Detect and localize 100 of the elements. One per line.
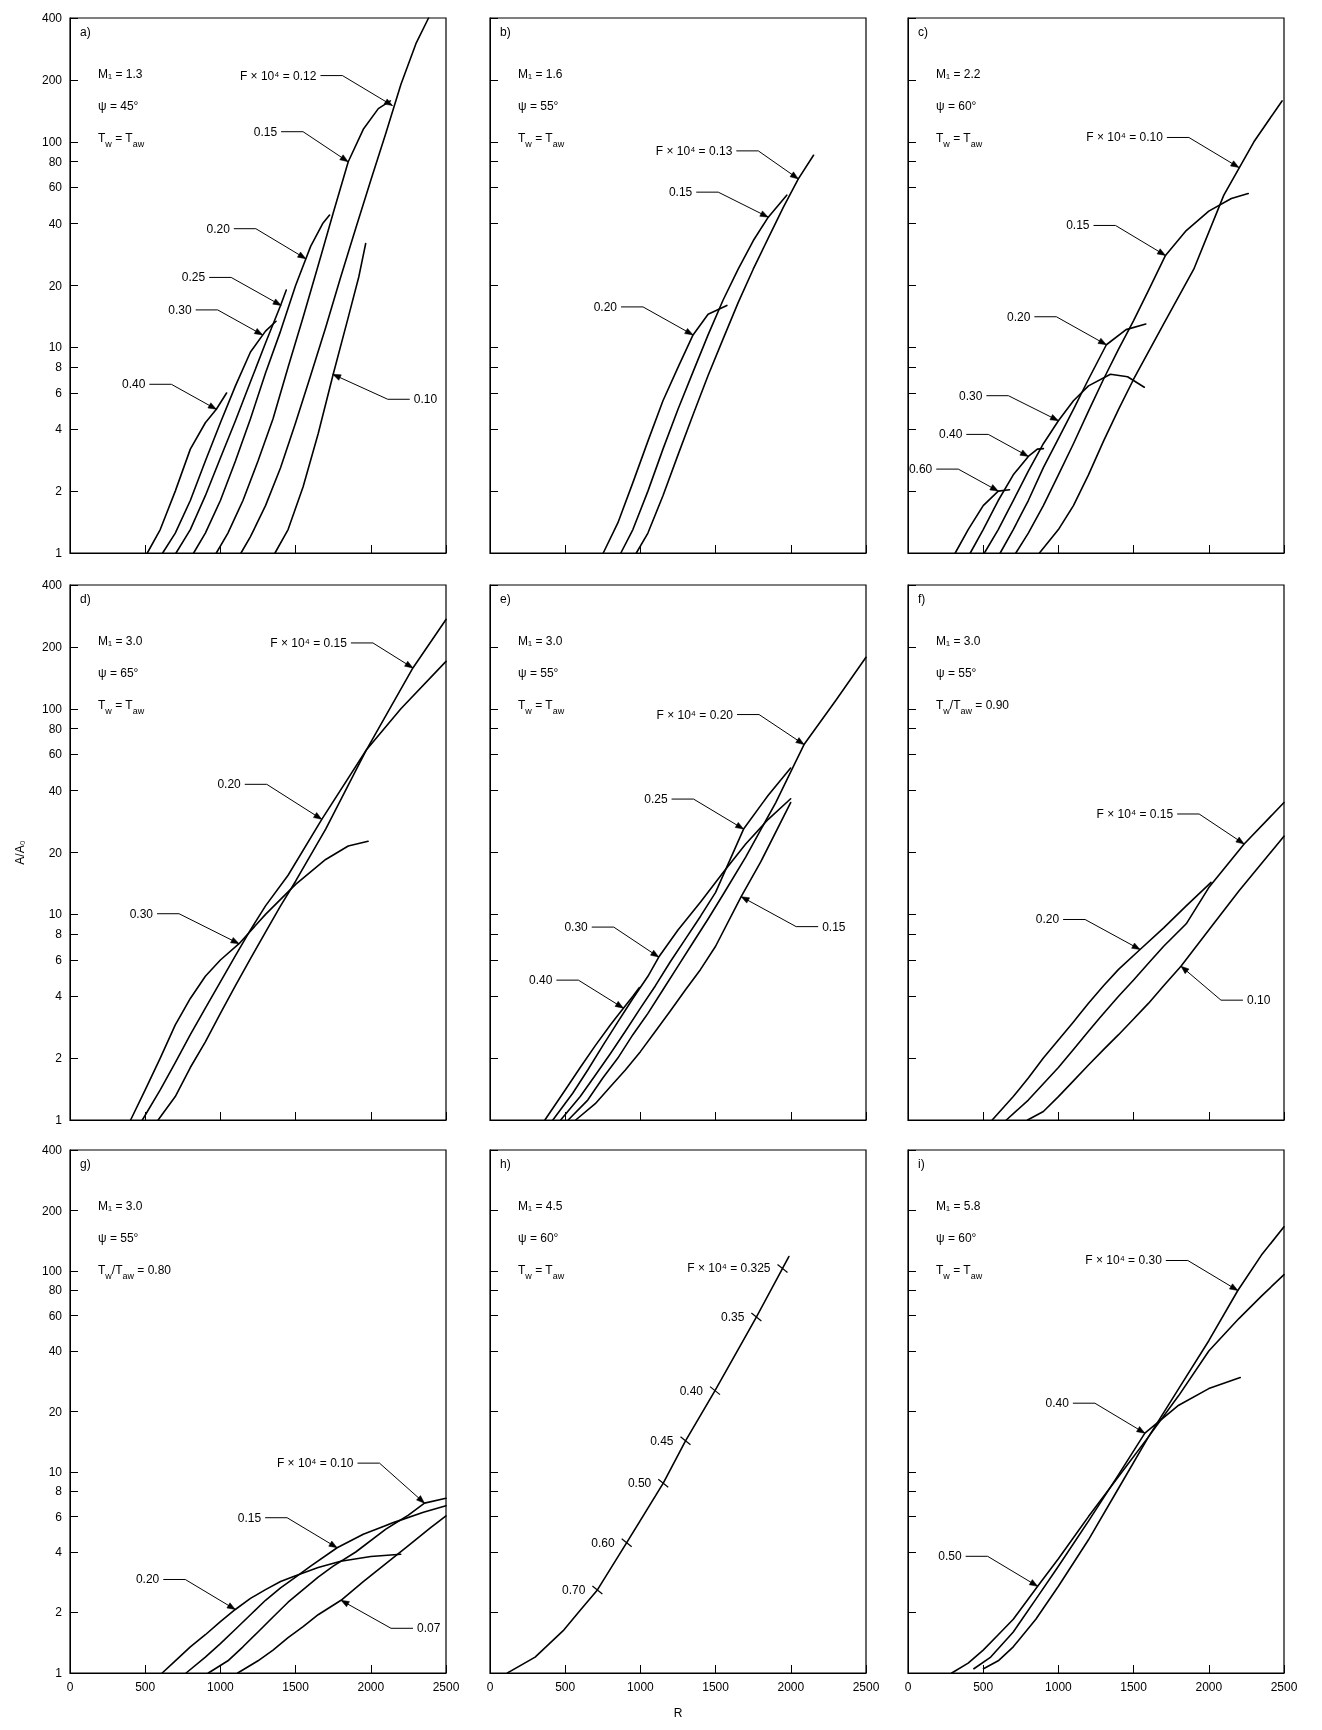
annotation: F × 10⁴ = 0.325 [687,1261,771,1276]
x-tick-label: 500 [555,1680,576,1694]
annotation: F × 10⁴ = 0.10 [276,1456,354,1471]
annotation: 0.15 [237,1510,262,1525]
y-tick-label: 20 [48,845,63,860]
y-tick-label: 6 [55,953,63,968]
annotation: f) [918,592,926,606]
annotation: F × 10⁴ = 0.12 [239,68,317,83]
y-tick-label: 100 [41,134,63,149]
x-tick-label: 2000 [357,1680,385,1694]
annotation: M₁ = 5.8 [936,1199,981,1213]
annotation: 0.15 [1066,218,1090,233]
x-tick-label: 500 [135,1680,156,1694]
y-tick-label: 20 [48,278,63,293]
annotation: 0.35 [721,1310,745,1325]
y-axis-title: A/A₀ [13,840,27,865]
annotation: h) [500,1157,511,1171]
annotation: g) [80,1157,91,1171]
annotation: 0.40 [679,1383,704,1398]
annotation: M₁ = 4.5 [518,1199,563,1213]
y-tick-label: 80 [48,1283,63,1298]
y-tick-label: 6 [55,386,63,401]
annotation: 0.15 [668,185,693,200]
annotation: 0.20 [135,1572,160,1587]
x-tick-label: 1500 [702,1680,730,1694]
annotation: M₁ = 3.0 [936,634,981,648]
annotation: M₁ = 3.0 [98,634,143,648]
y-tick-label: 60 [48,747,63,762]
y-tick-label: 2 [55,484,63,499]
y-tick-label: 100 [41,1264,63,1279]
y-tick-label: 8 [55,360,63,375]
annotation: 0.70 [562,1582,586,1597]
x-tick-label: 0 [66,1680,74,1694]
annotation: 0.40 [121,377,146,392]
annotation: F × 10⁴ = 0.13 [655,143,733,158]
annotation: 0.25 [644,792,668,807]
y-tick-label: 40 [48,1343,63,1358]
y-tick-label: 8 [55,1484,63,1499]
y-tick-label: 400 [41,1143,63,1157]
annotation: 0.20 [1007,309,1031,324]
y-tick-label: 4 [55,989,63,1004]
y-tick-label: 10 [48,340,63,355]
annotation: M₁ = 1.6 [518,67,563,81]
y-tick-label: 80 [48,154,63,169]
annotation: M₁ = 1.3 [98,67,143,81]
annotation: ψ = 60° [936,1231,977,1245]
y-tick-label: 4 [55,422,63,437]
x-tick-label: 2000 [1195,1680,1223,1694]
annotation: 0.10 [1246,993,1271,1008]
y-tick-label: 40 [48,216,63,231]
x-tick-label: 1500 [282,1680,310,1694]
y-tick-label: 100 [41,701,63,716]
annotation: 0.30 [168,302,192,317]
annotation: 0.15 [253,124,278,139]
annotation: ψ = 45° [98,99,139,113]
annotation: i) [918,1157,925,1171]
annotation: 0.20 [217,777,242,792]
annotation: ψ = 55° [98,1231,139,1245]
y-tick-label: 200 [41,72,63,87]
annotation: a) [80,25,91,39]
annotation: d) [80,592,91,606]
y-tick-label: 2 [55,1051,63,1066]
y-tick-label: 4 [55,1544,63,1559]
annotation: 0.25 [181,270,206,285]
x-tick-label: 1500 [1120,1680,1148,1694]
annotation: 0.10 [413,392,438,407]
y-tick-label: 20 [48,1404,63,1419]
annotation: 0.07 [417,1621,441,1636]
x-tick-label: 0 [904,1680,912,1694]
y-tick-label: 1 [55,546,63,560]
x-tick-label: 2500 [432,1680,460,1694]
y-tick-label: 400 [41,11,63,25]
y-tick-label: 40 [48,783,63,798]
annotation: 0.30 [129,906,154,921]
x-tick-label: 1000 [627,1680,655,1694]
y-tick-label: 1 [55,1666,63,1680]
annotation: F × 10⁴ = 0.30 [1085,1253,1163,1268]
annotation: 0.60 [591,1535,616,1550]
y-tick-label: 1 [55,1113,63,1127]
annotation: e) [500,592,511,606]
y-tick-label: 60 [48,180,63,195]
annotation: 0.40 [938,427,963,442]
x-tick-label: 0 [486,1680,494,1694]
x-tick-label: 500 [973,1680,994,1694]
annotation: M₁ = 3.0 [98,1199,143,1213]
annotation: 0.45 [650,1433,674,1448]
annotation: F × 10⁴ = 0.15 [1096,806,1174,821]
annotation: 0.20 [1035,912,1060,927]
x-tick-label: 2500 [1270,1680,1298,1694]
annotation: ψ = 55° [518,99,559,113]
y-tick-label: 400 [41,578,63,592]
y-tick-label: 200 [41,639,63,654]
annotation: 0.40 [1045,1396,1070,1411]
annotation: ψ = 55° [936,666,977,680]
y-tick-label: 8 [55,927,63,942]
annotation: 0.30 [959,388,983,403]
annotation: ψ = 55° [518,666,559,680]
annotation: ψ = 65° [98,666,139,680]
annotation: 0.20 [593,299,618,314]
annotation: ψ = 60° [518,1231,559,1245]
